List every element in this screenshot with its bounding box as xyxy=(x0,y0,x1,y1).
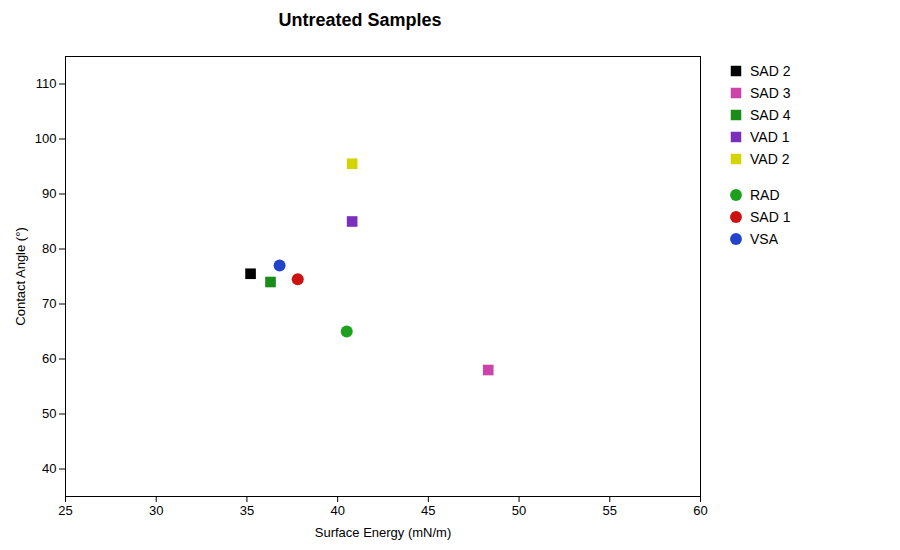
html-text:SAD 4: SAD 4 xyxy=(750,107,791,123)
svg-text:110: 110 xyxy=(36,76,57,91)
svg-text:45: 45 xyxy=(421,503,435,518)
svg-text:100: 100 xyxy=(35,131,57,146)
svg-text:60: 60 xyxy=(693,503,707,518)
html-text:RAD: RAD xyxy=(750,187,780,203)
html-text:VSA: VSA xyxy=(750,231,778,247)
svg-text:40: 40 xyxy=(42,461,56,476)
svg-text:50: 50 xyxy=(42,406,56,421)
svg-text:35: 35 xyxy=(240,503,254,518)
svg-text:25: 25 xyxy=(58,503,72,518)
svg-text:70: 70 xyxy=(42,296,56,311)
html-text:SAD 1: SAD 1 xyxy=(750,209,791,225)
svg-text:50: 50 xyxy=(512,503,526,518)
svg-text:80: 80 xyxy=(42,241,56,256)
html-text:SAD 2: SAD 2 xyxy=(750,63,791,79)
html-text:VAD 2: VAD 2 xyxy=(750,151,790,167)
svg-text:40: 40 xyxy=(330,503,344,518)
html-text:SAD 3: SAD 3 xyxy=(750,85,791,101)
svg-text:Surface Energy (mN/m): Surface Energy (mN/m) xyxy=(315,525,452,540)
svg-text:55: 55 xyxy=(603,503,617,518)
svg-text:60: 60 xyxy=(42,351,56,366)
svg-text:Contact Angle (°): Contact Angle (°) xyxy=(13,227,28,325)
svg-text:30: 30 xyxy=(149,503,163,518)
svg-text:90: 90 xyxy=(42,186,56,201)
html-text:VAD 1: VAD 1 xyxy=(750,129,790,145)
html-text:Untreated Samples: Untreated Samples xyxy=(278,10,442,30)
